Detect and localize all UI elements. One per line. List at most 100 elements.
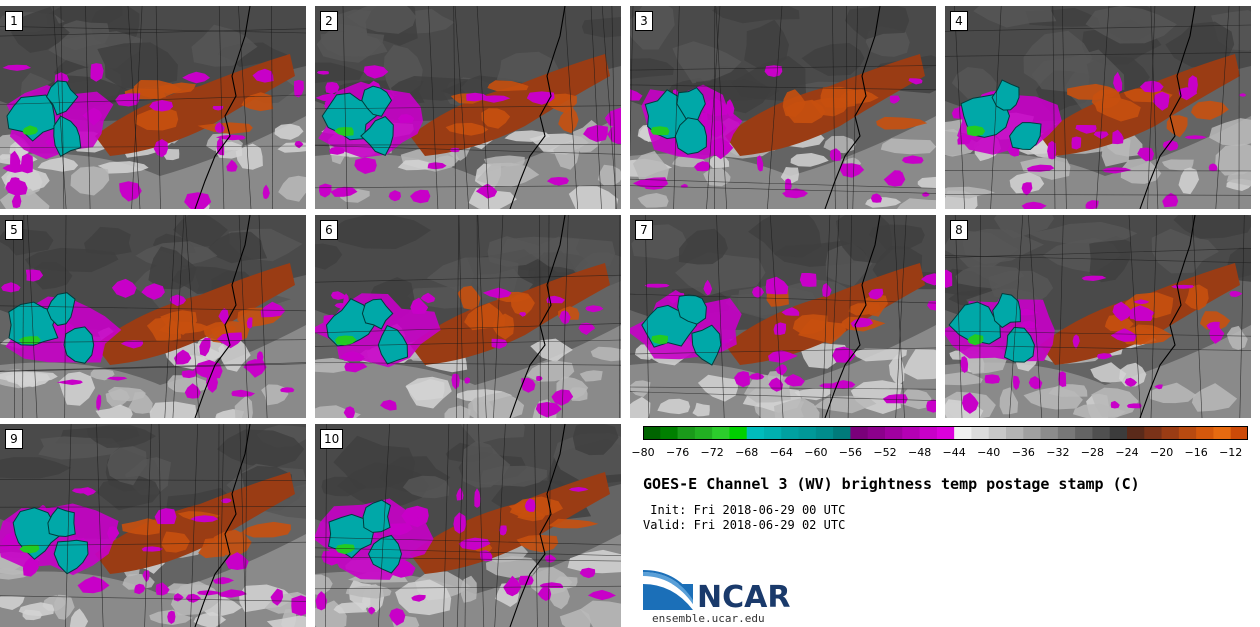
colorbar-tick-label: −76: [665, 446, 690, 459]
moisture-streak: [530, 338, 573, 362]
moisture-streak: [780, 167, 799, 184]
moisture-streak: [579, 370, 603, 382]
panel-5: 5: [0, 215, 306, 418]
colorbar-tick-label: −36: [1011, 446, 1035, 459]
moisture-streak: [553, 142, 581, 170]
cold-cloud-patch: [280, 387, 295, 393]
moisture-streak: [888, 353, 905, 386]
state-border: [239, 424, 247, 627]
cold-cloud-patch: [1012, 375, 1020, 390]
coldest-top: [651, 334, 668, 345]
state-border: [601, 6, 617, 209]
dry-air-patch: [951, 67, 997, 99]
cold-cloud-patch: [344, 362, 368, 373]
cold-cloud-patch: [149, 100, 174, 112]
state-border: [829, 215, 840, 418]
convective-core: [360, 116, 394, 157]
coastline: [194, 215, 251, 418]
convective-core: [674, 117, 708, 155]
state-border: [630, 178, 936, 189]
dry-air-patch: [744, 19, 789, 69]
dry-air-patch: [315, 243, 343, 270]
moisture-streak: [902, 349, 936, 380]
cold-cloud-patch: [1027, 164, 1055, 172]
dry-air-patch: [0, 457, 72, 479]
cold-cloud-patch: [197, 590, 223, 596]
cold-cloud-patch: [21, 153, 33, 174]
state-border: [846, 6, 848, 209]
state-border: [218, 6, 225, 209]
panel-number: 10: [320, 429, 344, 449]
moisture-streak: [630, 396, 651, 418]
state-border: [945, 345, 1251, 351]
warm-band-core: [493, 313, 515, 340]
dry-air-patch: [315, 62, 364, 84]
state-border: [219, 424, 225, 627]
cold-cloud-patch: [757, 155, 764, 172]
panel-number: 4: [950, 11, 968, 31]
colorbar-tick-label: −48: [907, 446, 932, 459]
cold-cloud-patch: [380, 399, 397, 411]
init-time: Init: Fri 2018-06-29 00 UTC: [643, 503, 846, 517]
colorbar-swatch: [936, 426, 955, 440]
colorbar-tick-label: −72: [700, 446, 724, 459]
cold-cloud-patch: [174, 349, 192, 365]
cold-cloud-patch: [388, 190, 401, 202]
cold-cloud-patch: [1075, 125, 1097, 134]
cold-cloud-patch: [294, 140, 304, 149]
convective-core: [53, 539, 89, 575]
moisture-streak: [1226, 325, 1248, 350]
cold-cloud-patch: [630, 89, 643, 101]
colorbar-tick-label: −20: [1149, 446, 1174, 459]
cold-cloud-patch: [1124, 377, 1137, 387]
state-border: [714, 6, 716, 209]
cold-cloud-patch: [1133, 299, 1150, 305]
state-border: [443, 424, 450, 627]
cold-cloud-patch: [325, 82, 340, 94]
state-border: [770, 215, 784, 418]
cold-cloud-patch: [260, 301, 286, 318]
cold-cloud-patch: [11, 192, 22, 209]
state-border: [832, 6, 836, 209]
colorbar-swatch: [1196, 426, 1215, 440]
state-border: [456, 215, 460, 418]
state-border: [548, 424, 552, 627]
forecast-map: [0, 215, 306, 418]
state-border: [548, 215, 550, 418]
colorbar-swatch: [1006, 426, 1024, 440]
cold-cloud-patch: [1154, 384, 1163, 390]
state-border: [315, 105, 621, 110]
warm-band-core: [1166, 115, 1188, 138]
colorbar-tick-label: −16: [1184, 446, 1208, 459]
state-border: [630, 6, 634, 159]
state-border: [619, 215, 621, 418]
moisture-streak: [235, 143, 263, 170]
state-border: [954, 215, 963, 418]
state-border: [847, 215, 852, 418]
moisture-streak: [0, 596, 25, 610]
forecast-map: [315, 6, 621, 209]
forecast-map: [0, 6, 306, 209]
warm-band-core: [876, 116, 928, 130]
state-border: [0, 28, 306, 37]
convective-core: [1009, 122, 1042, 151]
moisture-streak: [813, 395, 877, 414]
cold-cloud-patch: [262, 184, 270, 200]
cold-cloud-patch: [537, 586, 552, 601]
cold-cloud-patch: [1021, 182, 1033, 196]
valid-time: Valid: Fri 2018-06-29 02 UTC: [643, 518, 846, 532]
colorbar-swatch: [902, 426, 921, 440]
cold-cloud-patch: [1162, 140, 1179, 151]
cold-cloud-patch: [694, 161, 711, 172]
cold-cloud-patch: [893, 170, 902, 176]
moist-region: [315, 325, 621, 418]
panel-9: 9: [0, 424, 306, 627]
panel-number: 5: [5, 220, 23, 240]
panel-4: 4: [945, 6, 1251, 209]
state-border: [630, 386, 936, 390]
map-canvas: [0, 6, 306, 209]
moisture-streak: [69, 608, 89, 627]
dry-air-patch: [333, 435, 415, 489]
cold-cloud-patch: [1112, 129, 1124, 145]
moisture-streak: [193, 611, 227, 627]
